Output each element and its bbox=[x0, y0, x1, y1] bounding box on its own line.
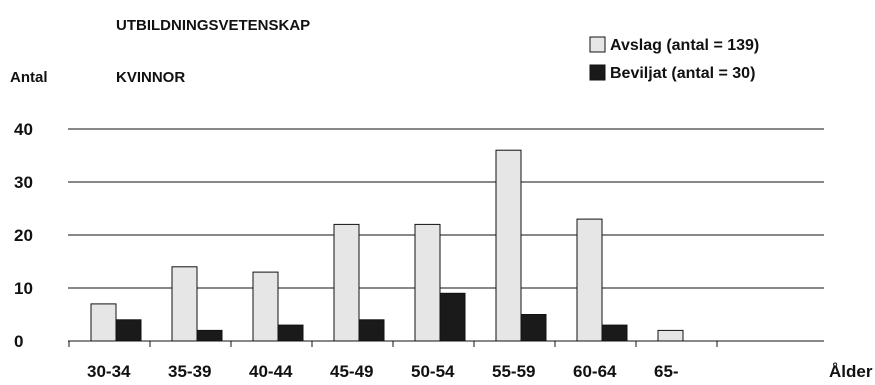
x-tick-label-65: 65- bbox=[654, 362, 679, 381]
bar-avslag-45-49 bbox=[333, 223, 360, 342]
x-tick-label-45-49: 45-49 bbox=[330, 362, 373, 381]
y-tick-label: 20 bbox=[14, 226, 33, 245]
y-tick-labels: 0 10 20 40 30 bbox=[14, 120, 33, 351]
bar-beviljat-40-44 bbox=[277, 324, 304, 342]
bar-beviljat-60-64 bbox=[601, 324, 628, 342]
x-tick-label-50-54: 50-54 bbox=[411, 362, 455, 381]
bar-beviljat-50-54 bbox=[439, 292, 466, 342]
bar-avslag-40-44 bbox=[252, 271, 279, 342]
x-tick-labels: 30-34 35-39 40-44 45-49 50-54 55-59 60-64 65- bbox=[87, 362, 679, 381]
x-tick-label-55-59: 55-59 bbox=[492, 362, 535, 381]
x-tick-label-35-39: 35-39 bbox=[168, 362, 211, 381]
y-tick-label: 30 bbox=[14, 173, 33, 192]
chart-subtitle: KVINNOR bbox=[116, 69, 185, 86]
bar-beviljat-45-49 bbox=[358, 319, 385, 342]
chart-title: UTBILDNINGSVETENSKAP bbox=[116, 17, 310, 34]
x-tick-label-40-44: 40-44 bbox=[249, 362, 293, 381]
bar-avslag-35-39 bbox=[171, 266, 198, 342]
legend-swatch-avslag bbox=[589, 36, 606, 53]
bar-beviljat-35-39 bbox=[196, 329, 223, 342]
y-tick-label: 0 bbox=[14, 332, 23, 351]
legend-label-beviljat: Beviljat (antal = 30) bbox=[610, 65, 755, 82]
x-axis-title: Ålder bbox=[829, 362, 873, 381]
bar-beviljat-55-59 bbox=[520, 314, 547, 342]
bars bbox=[90, 149, 684, 342]
y-tick-label: 40 bbox=[14, 120, 33, 139]
y-tick-label: 10 bbox=[14, 279, 33, 298]
x-tick-label-60-64: 60-64 bbox=[573, 362, 617, 381]
y-axis-title: Antal bbox=[10, 69, 48, 86]
legend-swatch-beviljat bbox=[589, 64, 606, 81]
bar-avslag-50-54 bbox=[414, 223, 441, 342]
bar-beviljat-30-34 bbox=[115, 319, 142, 342]
legend: Avslag (antal = 139) Beviljat (antal = 3… bbox=[589, 36, 759, 82]
x-tick-label-30-34: 30-34 bbox=[87, 362, 131, 381]
bar-avslag-55-59 bbox=[495, 149, 522, 342]
legend-label-avslag: Avslag (antal = 139) bbox=[610, 37, 759, 54]
bar-avslag-30-34 bbox=[90, 303, 117, 342]
bar-avslag-65 bbox=[657, 329, 684, 342]
bar-avslag-60-64 bbox=[576, 218, 603, 342]
